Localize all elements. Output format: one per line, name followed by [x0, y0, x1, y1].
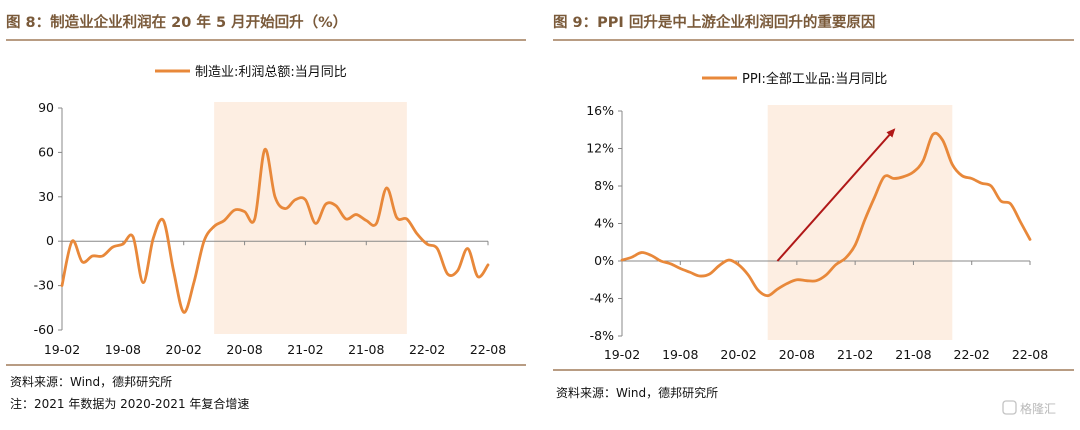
y-tick-label: 0 — [46, 233, 54, 248]
highlight-region — [767, 105, 953, 340]
x-tick-label: 19-02 — [604, 347, 640, 362]
x-tick-label: 19-08 — [662, 347, 698, 362]
chart8-title: 图 8：制造业企业利润在 20 年 5 月开始回升（%） — [6, 13, 347, 31]
x-tick-label: 22-02 — [954, 347, 990, 362]
y-tick-label: -30 — [34, 278, 54, 293]
x-tick-label: 20-02 — [166, 342, 202, 357]
series-line — [60, 148, 490, 314]
y-tick-label: 30 — [38, 189, 54, 204]
chart9-title: 图 9：PPI 回升是中上游企业利润回升的重要原因 — [553, 13, 875, 31]
series-line — [620, 131, 1032, 298]
y-tick-label: 4% — [594, 216, 614, 231]
x-tick-label: 20-02 — [720, 347, 756, 362]
x-tick-label: 21-08 — [348, 342, 384, 357]
y-tick-label: 60 — [38, 144, 54, 159]
legend-label: PPI:全部工业品:当月同比 — [742, 71, 887, 87]
watermark-text: 格隆汇 — [1020, 401, 1056, 416]
x-tick-label: 21-02 — [287, 342, 323, 357]
x-tick-label: 20-08 — [779, 347, 815, 362]
y-tick-label: -4% — [590, 291, 614, 306]
chart8-source: 资料来源：Wind，德邦研究所 — [10, 374, 172, 389]
chart8-note: 注：2021 年数据为 2020-2021 年复合增速 — [10, 396, 249, 411]
y-tick-label: -60 — [34, 322, 54, 337]
x-tick-label: 22-08 — [470, 342, 506, 357]
x-tick-label: 22-02 — [409, 342, 445, 357]
x-tick-label: 21-08 — [895, 347, 931, 362]
y-tick-label: 12% — [586, 141, 614, 156]
y-tick-label: 90 — [38, 100, 54, 115]
chart9-source: 资料来源：Wind，德邦研究所 — [556, 385, 718, 400]
x-tick-label: 20-08 — [226, 342, 262, 357]
x-tick-label: 21-02 — [837, 347, 873, 362]
watermark: 格隆汇 — [1002, 400, 1056, 416]
x-tick-label: 22-08 — [1012, 347, 1048, 362]
watermark-logo-icon — [1002, 400, 1017, 415]
y-tick-label: 0% — [594, 253, 614, 268]
chart8-plot: -60 -30 0 30 60 90 19-02 19-08 20-02 20-08 21-02 21… — [34, 65, 507, 357]
highlight-region — [214, 102, 407, 334]
trend-arrow — [776, 128, 896, 262]
y-tick-label: 16% — [586, 103, 614, 118]
y-tick-label: 8% — [594, 178, 614, 193]
legend-label: 制造业:利润总额:当月同比 — [195, 65, 347, 80]
x-tick-label: 19-08 — [105, 342, 141, 357]
y-tick-label: -8% — [590, 328, 614, 343]
x-tick-label: 19-02 — [44, 342, 80, 357]
chart9-plot: -8% -4% 0% 4% 8% 12% 16% 19-02 19-08 20-02 20-08 21… — [586, 71, 1048, 362]
